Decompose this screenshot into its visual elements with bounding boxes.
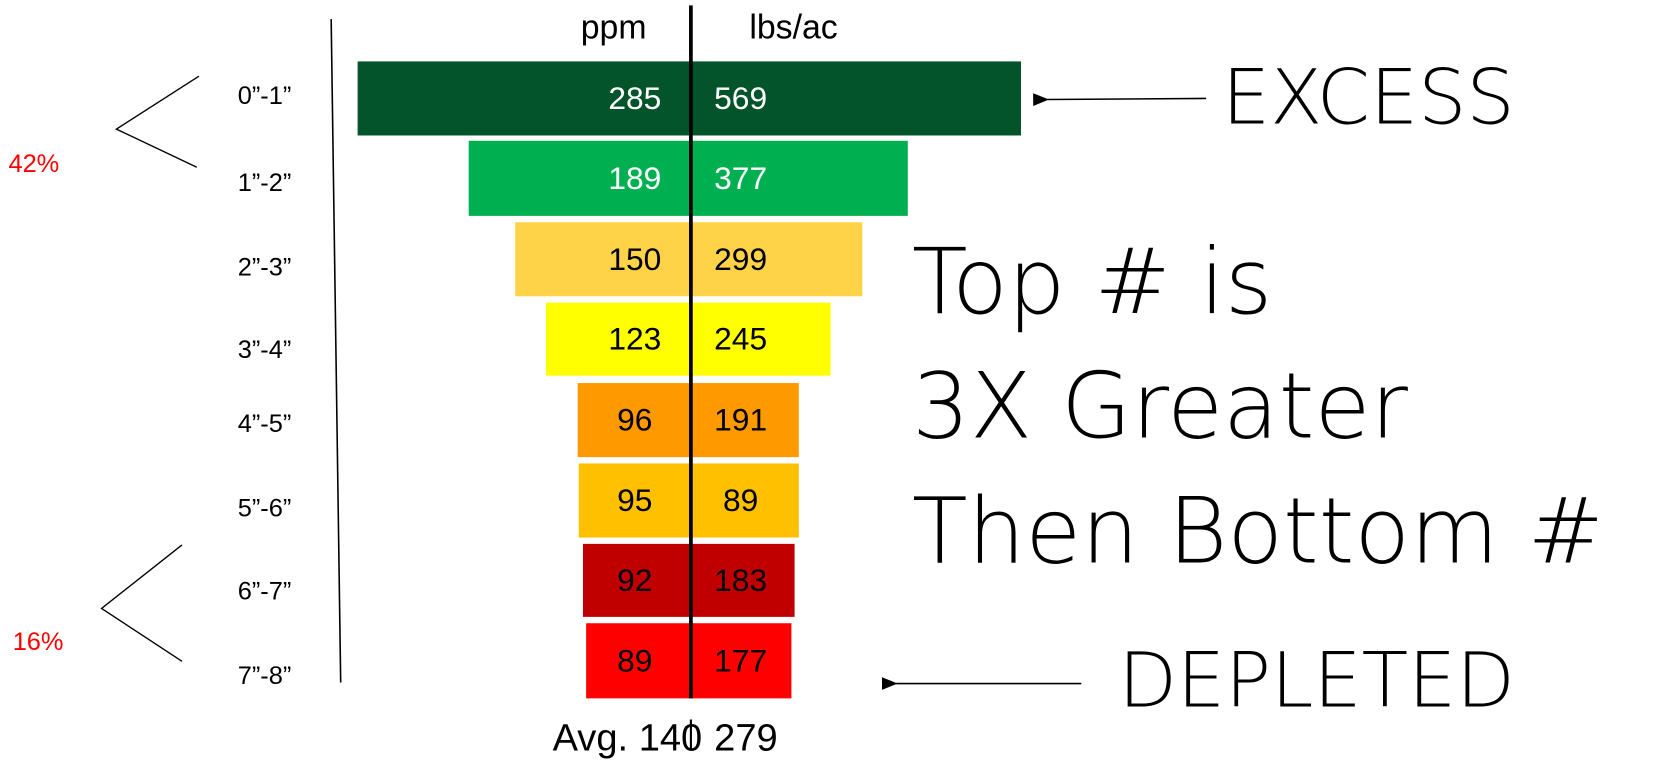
funnel-band	[468, 140, 908, 216]
bracket-label: 16%	[13, 628, 64, 656]
lbs-value: 245	[714, 321, 767, 357]
ppm-value: 96	[617, 402, 652, 438]
depth-axis	[330, 19, 342, 683]
lbs-value: 183	[714, 562, 767, 598]
lbs-value: 191	[714, 402, 767, 438]
funnel-band	[515, 222, 863, 297]
funnel: 285 569 0”-1” 189 377 1”-2” 150 299 2”-3” 123 245 3…	[238, 61, 1022, 699]
average-lbs: 279	[714, 718, 778, 760]
depth-label: 7”-8”	[238, 662, 292, 690]
depth-label: 1”-2”	[238, 169, 292, 197]
ppm-value: 89	[617, 642, 652, 678]
annotation: DEPLETED	[1118, 636, 1515, 725]
funnel-band	[577, 383, 799, 458]
ppm-value: 285	[608, 80, 661, 116]
bracket	[114, 75, 200, 168]
arrow	[1033, 93, 1207, 106]
lbs-value: 377	[714, 160, 767, 196]
depth-label: 2”-3”	[238, 253, 292, 281]
ppm-value: 92	[617, 562, 652, 598]
lbs-value: 569	[714, 80, 767, 116]
average-label: Avg. 140	[553, 718, 703, 760]
bracket	[100, 544, 183, 662]
average-ppm: 140	[639, 718, 703, 760]
column-header: lbs/ac	[749, 9, 837, 47]
depth-label: 3”-4”	[238, 336, 292, 364]
lbs-value: 177	[714, 642, 767, 678]
ppm-value: 95	[617, 482, 652, 518]
ppm-value: 189	[608, 160, 661, 196]
depth-label: 4”-5”	[238, 410, 292, 438]
bracket-label: 42%	[8, 150, 59, 178]
average-text: Avg.	[553, 718, 629, 760]
note-line: 3X Greater	[912, 355, 1408, 460]
ppm-value: 123	[608, 321, 661, 357]
ppm-value: 150	[608, 241, 661, 277]
note-line: Then Bottom #	[912, 480, 1604, 585]
funnel-band	[586, 623, 792, 699]
annotation: EXCESS	[1222, 53, 1515, 142]
funnel-band	[582, 543, 795, 617]
lbs-value: 89	[723, 482, 758, 518]
funnel-band	[578, 463, 799, 538]
column-header: ppm	[581, 9, 647, 47]
depth-label: 5”-6”	[238, 495, 292, 523]
depth-label: 0”-1”	[238, 82, 292, 110]
funnel-band	[545, 302, 831, 376]
lbs-value: 299	[714, 241, 767, 277]
depth-label: 6”-7”	[238, 577, 292, 605]
note-line: Top # is	[912, 230, 1272, 335]
